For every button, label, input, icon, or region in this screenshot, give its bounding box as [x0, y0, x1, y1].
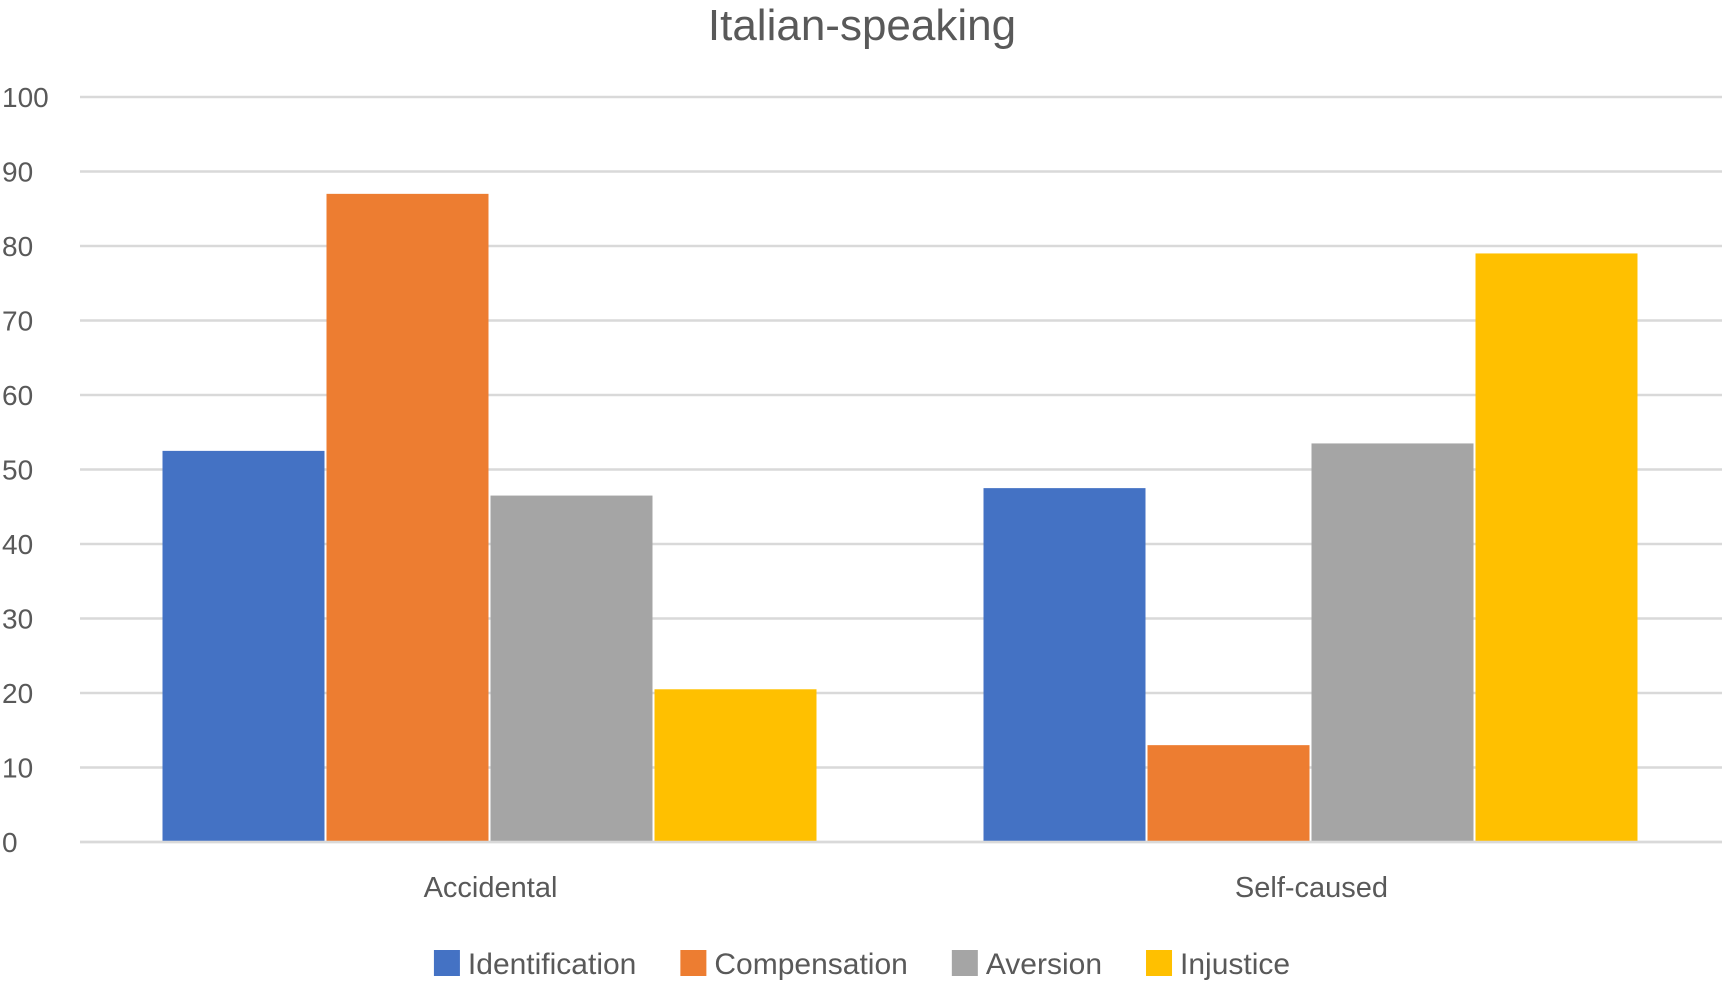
x-axis-categories: Accidental Self-caused — [424, 872, 1388, 904]
bar-compensation-self-caused — [1147, 745, 1310, 842]
legend-label: Injustice — [1180, 948, 1290, 981]
bar-injustice-self-caused — [1475, 253, 1638, 842]
y-tick-label: 100 — [2, 82, 49, 113]
y-tick-label: 10 — [2, 753, 33, 784]
bar-injustice-accidental — [654, 689, 817, 842]
legend-swatch — [1146, 950, 1173, 976]
bar-aversion-accidental — [490, 495, 653, 842]
chart-title: Italian-speaking — [708, 1, 1016, 50]
legend-item-compensation: Compensation — [680, 948, 908, 981]
y-tick-label: 20 — [2, 678, 33, 709]
legend-item-identification: Identification — [433, 948, 636, 981]
legend: Identification Compensation Aversion Injust… — [433, 948, 1290, 981]
y-tick-label: 0 — [2, 827, 18, 858]
bar-identification-self-caused — [983, 488, 1146, 842]
y-tick-label: 90 — [2, 157, 33, 188]
y-tick-label: 50 — [2, 455, 33, 486]
y-tick-label: 30 — [2, 604, 33, 635]
legend-swatch — [433, 950, 460, 976]
bar-compensation-accidental — [326, 193, 489, 843]
legend-label: Compensation — [714, 948, 907, 981]
legend-item-aversion: Aversion — [951, 948, 1102, 981]
legend-swatch — [680, 950, 707, 976]
y-tick-label: 70 — [2, 306, 33, 337]
y-tick-label: 60 — [2, 380, 33, 411]
y-tick-label: 40 — [2, 529, 33, 560]
x-category-label: Accidental — [424, 872, 558, 904]
bar-aversion-self-caused — [1311, 443, 1474, 842]
x-category-label: Self-caused — [1235, 872, 1388, 904]
legend-label: Identification — [468, 948, 636, 981]
legend-swatch — [951, 950, 978, 976]
legend-label: Aversion — [986, 948, 1102, 981]
bars — [80, 193, 1722, 844]
legend-item-injustice: Injustice — [1146, 948, 1290, 981]
y-axis-ticks: 0 10 20 30 40 50 60 70 80 90 100 — [2, 82, 49, 858]
y-tick-label: 80 — [2, 231, 33, 262]
bar-identification-accidental — [162, 450, 325, 842]
